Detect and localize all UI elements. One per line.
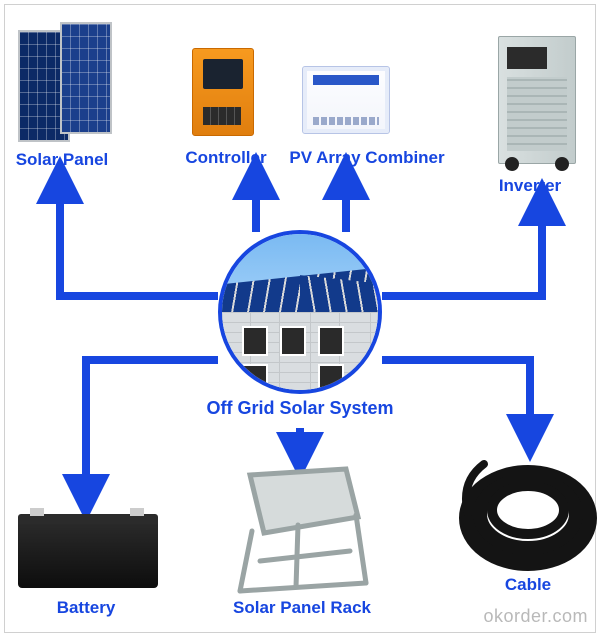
controller-label: Controller: [178, 148, 274, 168]
diagram-canvas: Off Grid Solar System Solar: [0, 0, 600, 637]
inverter-label: Inverter: [480, 176, 580, 196]
battery-label: Battery: [46, 598, 126, 618]
cable-image: [458, 452, 598, 572]
arrow-cable: [382, 360, 530, 442]
rack-label: Solar Panel Rack: [222, 598, 382, 618]
battery-image: [18, 520, 158, 588]
arrow-battery: [86, 360, 218, 502]
combiner-image: [302, 66, 390, 134]
solar-panel-label: Solar Panel: [12, 150, 112, 170]
combiner-label: PV Array Combiner: [282, 148, 452, 168]
arrow-solar-panel: [60, 176, 218, 296]
rack-image: [230, 465, 370, 595]
inverter-image: [498, 36, 576, 164]
arrow-inverter: [382, 198, 542, 296]
watermark-text: okorder.com: [483, 606, 588, 627]
cable-label: Cable: [498, 575, 558, 595]
controller-image: [192, 48, 254, 136]
